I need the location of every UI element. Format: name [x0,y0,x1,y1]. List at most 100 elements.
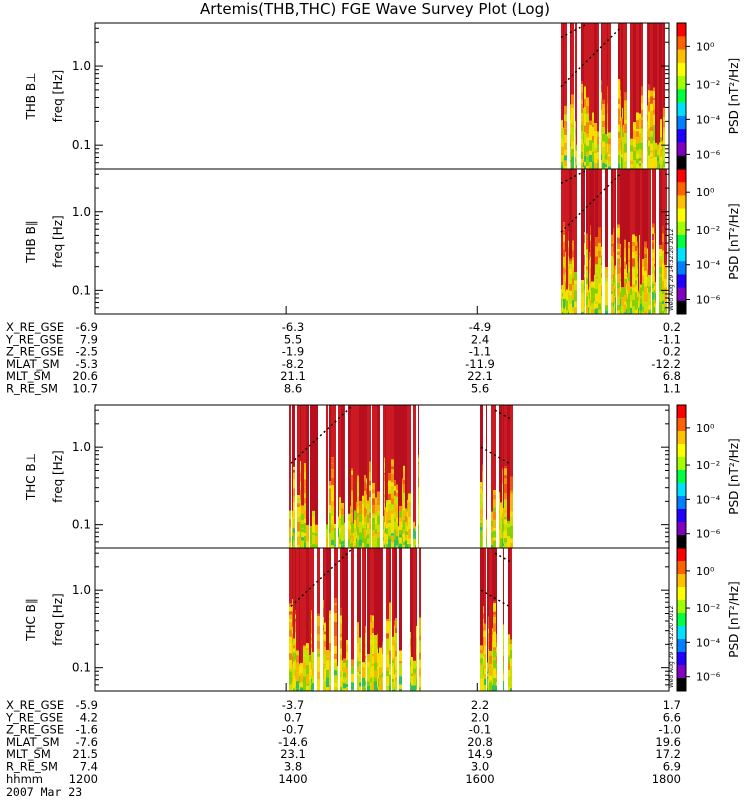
spectrogram-column [659,148,660,156]
spectrogram-column [403,529,405,534]
spectrogram-column [589,299,590,303]
spectrogram-column [340,648,342,651]
spectrogram-column [597,131,599,137]
spectrogram-column [493,490,496,495]
spectrogram-column [324,654,326,664]
spectrogram-column [300,673,303,676]
spectrogram-column [377,497,380,502]
spectrogram-column [324,672,326,681]
spectrogram-column [382,653,383,664]
spectrogram-column [636,158,639,164]
spectrogram-column [372,621,374,628]
spectrogram-column [633,146,636,151]
spectrogram-column [483,631,484,637]
spectrogram-column [630,160,633,165]
spectrogram-column [659,167,660,169]
spectrogram-column [377,540,380,547]
spectrogram-column [312,663,314,669]
spectrogram-column [311,624,312,635]
spectrogram-column [391,526,394,531]
spectrogram-column [312,683,314,690]
spectrogram-column [304,497,306,504]
spectrogram-column [391,510,394,514]
spectrogram-column [652,308,654,314]
spectrogram-column [617,288,620,297]
spectrogram-column [598,237,601,244]
spectrogram-column [655,23,657,143]
spectrogram-column [403,477,405,480]
spectrogram-column [346,678,348,685]
spectrogram-column [370,657,372,668]
spectrogram-column [654,263,655,267]
colorbar-segment [677,274,686,289]
spectrogram-column [581,169,584,281]
spectrogram-column [311,669,312,675]
spectrogram-column [374,647,377,653]
spectrogram-column [633,160,636,169]
spectrogram-column [378,548,379,654]
spectrogram-column [331,493,334,501]
spectrogram-column [419,635,421,641]
spectrogram-column [391,523,394,527]
spectrogram-column [496,642,497,648]
spectrogram-column [617,304,620,311]
spectrogram-column [617,274,620,284]
spectrogram-column [620,247,621,255]
spectrogram-column [659,266,662,274]
spectrogram-column [613,281,614,287]
spectrogram-column [639,243,640,254]
spectrogram-column [394,512,396,519]
spectrogram-column [637,247,638,256]
spectrogram-column [306,664,309,675]
spectrogram-column [480,645,483,650]
ephemeris-value: -1.6 [76,723,98,737]
spectrogram-column [388,539,391,543]
spectrogram-column [583,167,584,169]
spectrogram-column [647,263,648,270]
spectrogram-column [564,120,567,129]
spectrogram-column [595,246,598,257]
spectrogram-column [601,122,602,127]
y-axis-label-frequency: freq [Hz] [51,70,65,122]
spectrogram-column [491,520,493,524]
spectrogram-column [594,282,595,289]
ephemeris-row-label: Y_RE_GSE [5,710,63,724]
spectrogram-column [572,285,574,292]
spectrogram-column [642,275,644,283]
ephemeris-row-label: hhmm [6,772,43,786]
spectrogram-column [293,681,295,689]
spectrogram-column [664,287,667,292]
spectrogram-column [304,493,306,498]
spectrogram-column [384,490,385,496]
spectrogram-column [354,510,356,521]
spectrogram-column [480,539,482,548]
spectrogram-column [334,653,337,660]
spectrogram-column [628,305,630,314]
spectrogram-column [357,512,359,517]
spectrogram-column [407,517,408,527]
spectrogram-column [642,258,644,268]
spectrogram-column [357,504,359,507]
spectrogram-column [628,248,630,252]
spectrogram-column [342,666,343,672]
spectrogram-column [601,169,602,247]
spectrogram-column [289,653,292,661]
spectrogram-column [493,499,496,508]
spectrogram-column [635,280,637,285]
spectrogram-column [662,226,664,234]
spectrogram-column [572,244,574,251]
spectrogram-column [357,657,359,662]
spectrogram-column [357,649,359,655]
colorbar-segment [677,418,686,432]
spectrogram-column [375,533,377,544]
spectrogram-column [648,286,651,293]
colorbar-segment [677,102,686,117]
spectrogram-column [413,538,415,546]
spectrogram-column [389,664,391,670]
spectrogram-column [350,405,351,507]
spectrogram-column [664,264,667,270]
spectrogram-column [563,299,565,309]
spectrogram-column [591,303,594,309]
spectrogram-column [660,142,662,150]
spectrogram-column [369,497,371,501]
